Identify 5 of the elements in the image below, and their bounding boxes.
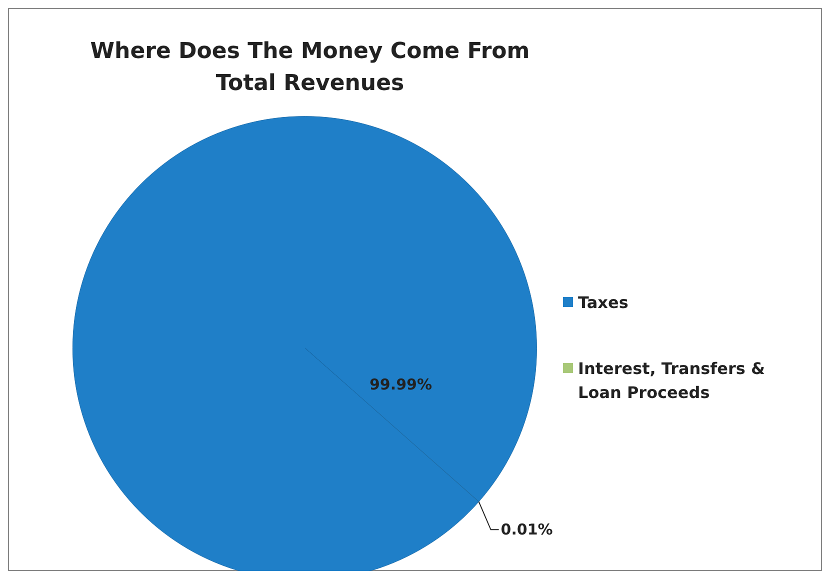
legend-label: Interest, Transfers & Loan Proceeds: [578, 359, 765, 402]
chart-title: Where Does The Money Come From Total Revenues: [90, 39, 530, 96]
data-label: 99.99%: [370, 376, 432, 394]
legend-label: Taxes: [578, 293, 628, 312]
data-label: 0.01%: [500, 520, 553, 539]
